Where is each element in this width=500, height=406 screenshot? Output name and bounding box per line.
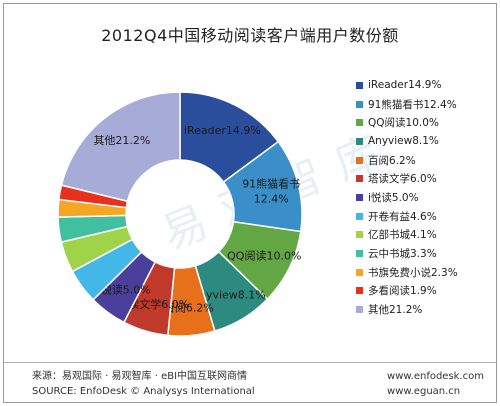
legend-item-11: 书旗免费小说2.3% — [356, 263, 492, 282]
legend-label: 书旗免费小说2.3% — [368, 266, 458, 279]
slice-label-2-1: 91熊猫看书 — [242, 177, 300, 191]
legend-swatch — [356, 81, 363, 89]
slice-label-7: i悦读5.0% — [98, 283, 151, 297]
legend-label: QQ阅读10.0% — [368, 117, 439, 130]
legend-swatch — [356, 193, 363, 201]
legend-item-12: 多看阅读1.9% — [356, 282, 492, 301]
legend-item-8: 开卷有益4.6% — [356, 207, 492, 226]
source-en: SOURCE: EnfoDesk © Analysys Internationa… — [32, 386, 255, 397]
legend-item-5: 百阅6.2% — [356, 151, 492, 170]
source-block: 来源：易观国际 · 易观智库 · eBI中国互联网商情 SOURCE: Enfo… — [32, 369, 255, 399]
slice-label-4: Anyview8.1% — [191, 288, 265, 301]
legend-item-10: 云中书城3.3% — [356, 244, 492, 263]
legend-label: 亿部书城4.1% — [368, 229, 437, 242]
legend-label: 百阅6.2% — [368, 154, 416, 167]
legend-item-4: Anyview8.1% — [356, 132, 492, 151]
legend-swatch — [356, 287, 363, 295]
chart-legend: iReader14.9% 91熊猫看书12.4% QQ阅读10.0% Anyview8… — [356, 76, 492, 319]
chart-frame: 2012Q4中国移动阅读客户端用户数份额 易观智库 iReader14.9%91… — [3, 3, 497, 403]
legend-label: 云中书城3.3% — [368, 248, 437, 261]
legend-item-6: 塔读文学6.0% — [356, 169, 492, 188]
legend-swatch — [356, 156, 363, 164]
legend-swatch — [356, 250, 363, 258]
slice-label-1: iReader14.9% — [184, 124, 261, 137]
legend-item-2: 91熊猫看书12.4% — [356, 95, 492, 114]
slice-13 — [60, 91, 181, 203]
slice-label-13: 其他21.2% — [93, 134, 150, 147]
slice-label-5: 百阅6.2% — [164, 302, 214, 315]
legend-label: 其他21.2% — [368, 304, 423, 317]
footer: 来源：易观国际 · 易观智库 · eBI中国互联网商情 SOURCE: Enfo… — [4, 362, 496, 397]
legend-swatch — [356, 119, 363, 127]
slice-label-3: QQ阅读10.0% — [227, 249, 301, 263]
donut-chart: iReader14.9% 91熊猫看书 12.4% QQ阅读10.0% Anyview8… — [57, 91, 303, 337]
legend-label: 开卷有益4.6% — [368, 210, 437, 223]
legend-swatch — [356, 306, 363, 314]
legend-label: 91熊猫看书12.4% — [368, 98, 457, 111]
legend-label: Anyview8.1% — [368, 135, 439, 148]
legend-label: i悦读5.0% — [368, 191, 419, 204]
legend-item-13: 其他21.2% — [356, 300, 492, 319]
legend-label: 塔读文学6.0% — [368, 173, 437, 186]
legend-swatch — [356, 100, 363, 108]
source-cn: 来源：易观国际 · 易观智库 · eBI中国互联网商情 — [32, 371, 248, 382]
legend-swatch — [356, 231, 363, 239]
legend-label: iReader14.9% — [368, 79, 442, 92]
chart-title: 2012Q4中国移动阅读客户端用户数份额 — [101, 26, 399, 45]
legend-item-1: iReader14.9% — [356, 76, 492, 95]
legend-item-3: QQ阅读10.0% — [356, 113, 492, 132]
url-eguan: www.eguan.cn — [387, 386, 461, 397]
legend-swatch — [356, 175, 363, 183]
url-enfodesk: www.enfodesk.com — [387, 371, 484, 382]
legend-label: 多看阅读1.9% — [368, 285, 437, 298]
legend-swatch — [356, 137, 363, 145]
legend-swatch — [356, 212, 363, 220]
legend-item-9: 亿部书城4.1% — [356, 226, 492, 245]
legend-swatch — [356, 268, 363, 276]
url-block: www.enfodesk.com www.eguan.cn — [387, 369, 484, 399]
slice-label-2-2: 12.4% — [254, 193, 289, 206]
legend-item-7: i悦读5.0% — [356, 188, 492, 207]
